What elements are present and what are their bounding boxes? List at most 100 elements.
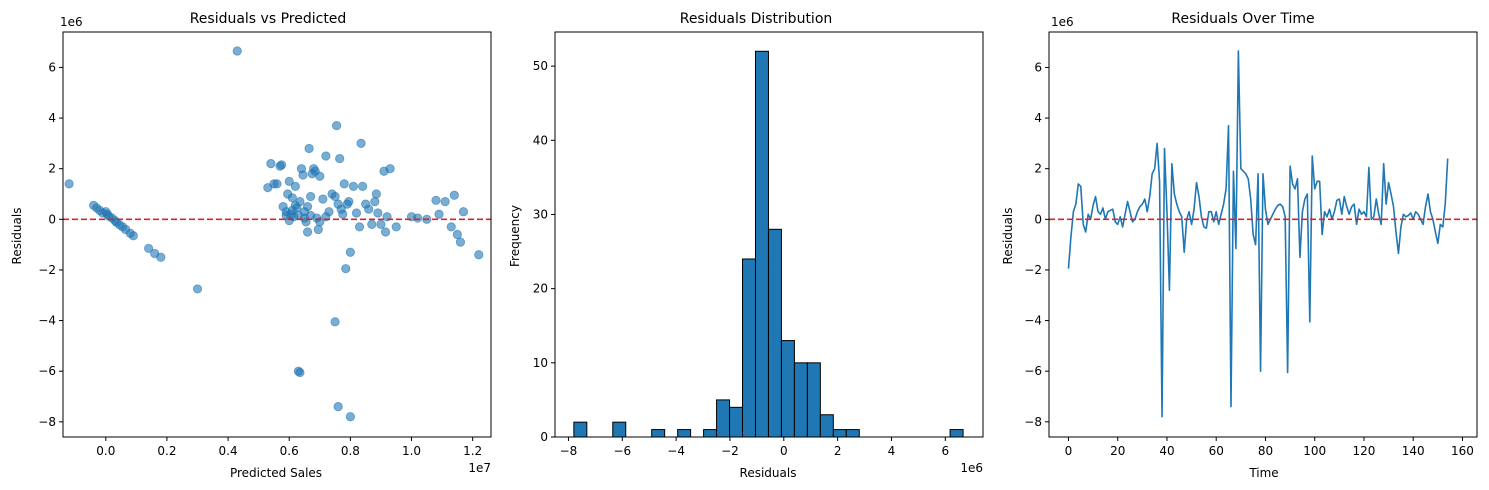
scatter-point: [284, 176, 294, 186]
y-tick-label: 2: [48, 162, 56, 176]
y-tick-label: 0: [48, 212, 56, 226]
scatter-point: [330, 191, 340, 202]
y-tick-label: 40: [533, 133, 548, 147]
y-tick-label: 4: [1034, 111, 1042, 125]
histogram-bar: [793, 362, 808, 438]
scatter-point: [356, 138, 366, 148]
x-tick-label: 60: [1209, 444, 1224, 458]
scatter-point: [345, 247, 355, 257]
x-axis-label: Predicted Sales: [230, 466, 322, 480]
y-tick-label: 10: [533, 356, 548, 370]
scatter-point: [449, 190, 459, 200]
scatter-point: [276, 160, 287, 170]
scatter-point: [373, 208, 383, 218]
scatter-point: [287, 193, 297, 203]
histogram-bar: [729, 406, 744, 438]
histogram-bar: [703, 429, 718, 438]
scatter-point: [306, 210, 316, 221]
scatter-point: [364, 204, 374, 214]
scatter-point: [474, 250, 484, 260]
scatter-point: [370, 196, 380, 207]
y-tick-label: 6: [48, 60, 56, 74]
scatter-point: [345, 412, 355, 422]
x-tick-label: 2: [834, 444, 842, 458]
scatter-point: [354, 222, 365, 232]
scatter-point: [232, 46, 242, 56]
histogram-bar: [742, 258, 756, 438]
y-tick-label: −2: [1024, 263, 1042, 277]
y-axis-label: Residuals: [1001, 208, 1015, 265]
y-tick-label: 4: [48, 111, 56, 125]
scatter-point: [290, 181, 300, 192]
x-tick-label: 4: [888, 444, 896, 458]
scatter-point: [341, 264, 351, 274]
y-axis-label: Residuals: [10, 208, 24, 265]
histogram-bar: [677, 429, 692, 438]
y-tick-label: 6: [1034, 60, 1042, 74]
x-tick-label: 160: [1451, 444, 1474, 458]
y-axis-label: Frequency: [508, 205, 522, 267]
x-tick-label: 140: [1402, 444, 1425, 458]
scatter-point: [315, 171, 325, 181]
histogram-bar: [651, 429, 666, 438]
scatter-point: [431, 195, 441, 205]
scatter-point: [313, 224, 323, 235]
scatter-point: [144, 243, 154, 254]
histogram-bar: [832, 429, 847, 438]
scatter-point: [434, 209, 444, 219]
scatter-point: [302, 227, 313, 237]
y-tick-label: −6: [1024, 364, 1042, 378]
scatter-point: [371, 189, 381, 199]
chart-title: Residuals vs Predicted: [190, 11, 347, 27]
scatter-point: [413, 213, 423, 223]
line-panel: Residuals Over Time Time Residuals 1e6 0…: [1001, 11, 1478, 480]
y-tick-label: 50: [533, 59, 548, 73]
histogram-bar: [716, 399, 731, 438]
x-tick-label: −8: [560, 444, 578, 458]
scatter-point: [452, 229, 462, 240]
scatter-point: [298, 170, 308, 180]
x-multiplier-label: 1e6: [960, 461, 983, 475]
scatter-point: [295, 367, 305, 378]
histogram-bar: [573, 421, 588, 438]
scatter-point: [266, 159, 276, 169]
histogram-bar: [754, 50, 769, 438]
scatter-point: [332, 121, 342, 131]
y-tick-label: 2: [1034, 162, 1042, 176]
x-tick-label: 6: [941, 444, 949, 458]
y-tick-label: −8: [38, 415, 56, 429]
scatter-point: [440, 196, 450, 207]
x-tick-label: −2: [721, 444, 739, 458]
scatter-point: [458, 207, 469, 217]
scatter-point: [304, 143, 314, 154]
x-multiplier-label: 1e7: [468, 461, 491, 475]
scatter-points: [64, 46, 484, 422]
y-tick-label: 30: [533, 207, 548, 221]
x-tick-label: 0.0: [96, 444, 115, 458]
histogram-panel: Residuals Distribution Residuals Frequen…: [508, 11, 984, 480]
x-tick-label: 120: [1353, 444, 1376, 458]
scatter-point: [335, 153, 345, 164]
scatter-panel: Residuals vs Predicted Predicted Sales R…: [10, 11, 492, 480]
x-tick-label: 40: [1159, 444, 1174, 458]
residual-series-line: [1067, 50, 1449, 418]
axes-frame: [554, 31, 984, 438]
scatter-point: [290, 200, 300, 210]
scatter-point: [376, 219, 386, 229]
histogram-bar: [612, 421, 627, 438]
y-tick-label: 0: [540, 430, 548, 444]
y-tick-label: −6: [38, 364, 56, 378]
scatter-point: [64, 179, 74, 189]
scatter-point: [318, 194, 328, 204]
scatter-point: [302, 202, 313, 212]
axes-frame: [62, 31, 492, 438]
scatter-point: [367, 219, 377, 229]
scatter-point: [344, 196, 354, 207]
scatter-point: [272, 179, 282, 189]
x-tick-label: −4: [667, 444, 685, 458]
chart-title: Residuals Distribution: [680, 11, 833, 27]
y-tick-label: 0: [1034, 212, 1042, 226]
scatter-point: [284, 215, 294, 226]
scatter-point: [338, 209, 348, 219]
scatter-point: [192, 284, 203, 294]
